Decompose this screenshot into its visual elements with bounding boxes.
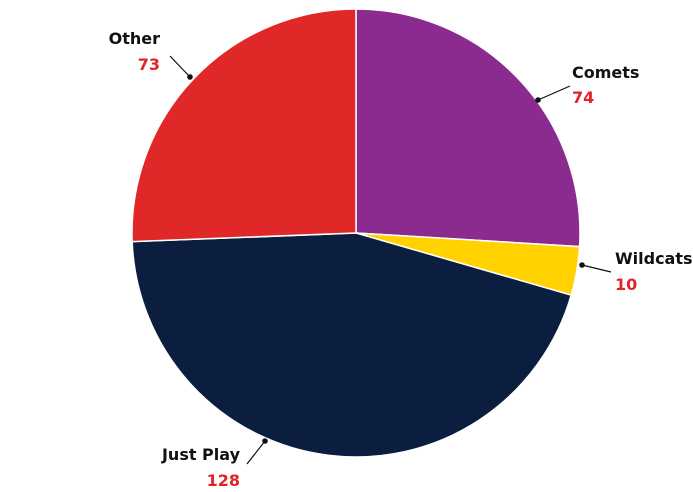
slice-value-just-play: 128 <box>207 471 240 490</box>
slice-label-comets: Comets <box>572 63 639 82</box>
slice-label-wildcats: Wildcats <box>615 249 693 268</box>
leader-line-other <box>169 55 191 78</box>
leader-dot-comets <box>535 97 541 103</box>
pie-slice-comets <box>355 8 581 248</box>
leader-line-comets <box>537 85 571 101</box>
pie-labels: Comets 74 Wildcats 10 Just Play 128 Other 73 <box>109 29 693 490</box>
leader-line-just-play <box>246 440 266 465</box>
slice-value-wildcats: 10 <box>615 275 637 294</box>
leader-line-wildcats <box>581 264 612 273</box>
leader-dot-just-play <box>262 438 268 444</box>
slice-value-other: 73 <box>138 55 160 74</box>
pie-slice-other <box>131 8 357 243</box>
slice-label-other: Other <box>109 29 160 48</box>
pie-slices <box>131 8 581 458</box>
slice-label-just-play: Just Play <box>161 445 241 464</box>
pie-slice-just-play <box>131 232 573 458</box>
leader-dot-other <box>187 74 193 80</box>
slice-value-comets: 74 <box>572 88 594 107</box>
leader-dot-wildcats <box>579 262 585 268</box>
